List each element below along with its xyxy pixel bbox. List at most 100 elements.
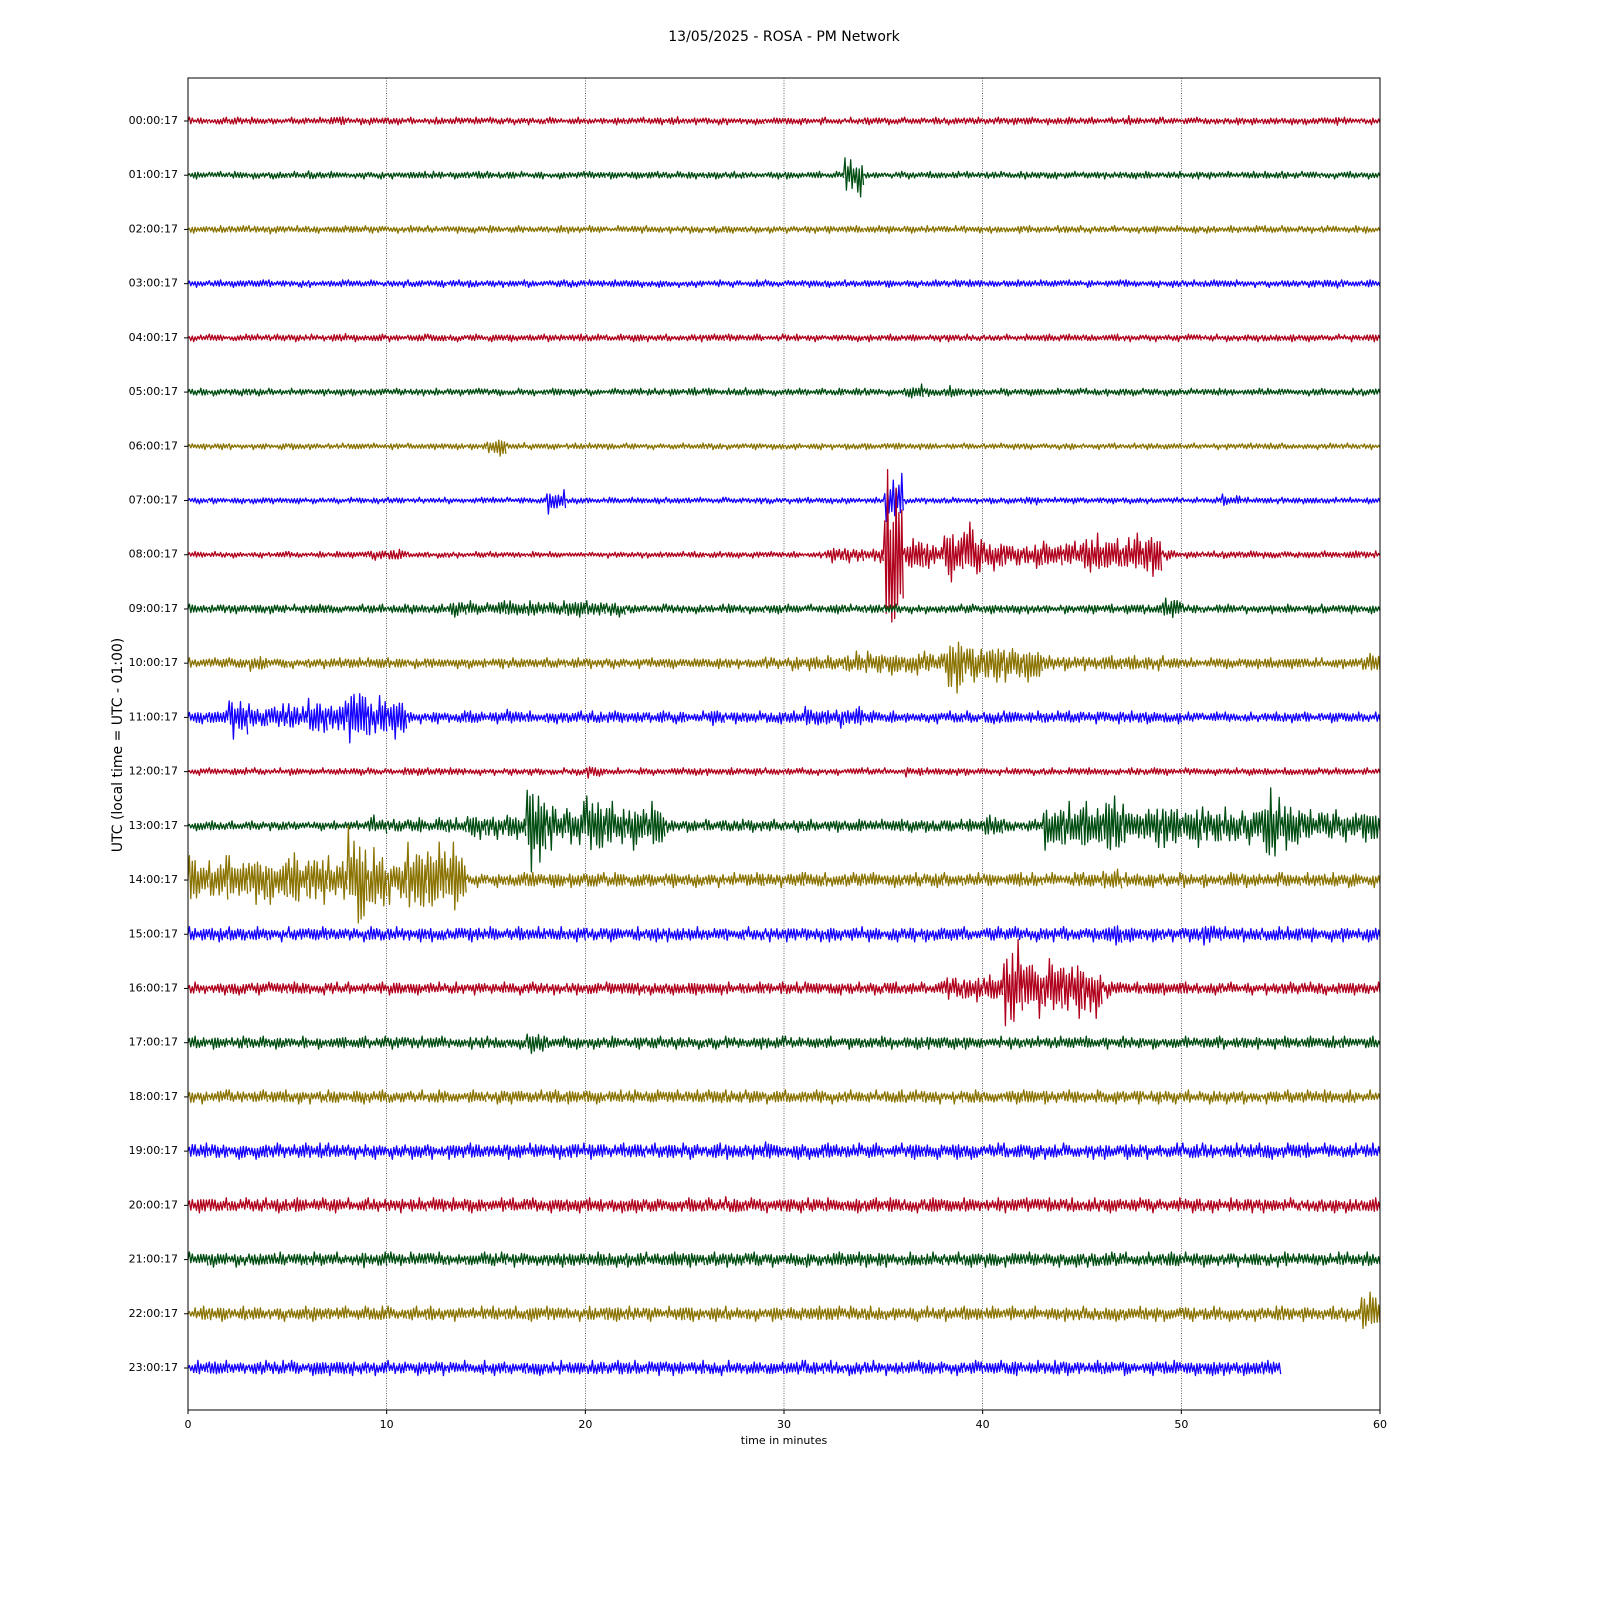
trace-segment xyxy=(445,116,467,125)
trace-segment xyxy=(1161,280,1182,289)
trace-segment xyxy=(902,927,924,943)
trace-segment xyxy=(1041,117,1063,126)
trace-segment xyxy=(1359,279,1381,288)
trace-segment xyxy=(286,1091,308,1105)
trace-segment xyxy=(823,547,845,564)
trace-segment xyxy=(1061,605,1083,615)
trace-segment xyxy=(1140,604,1163,615)
trace-segment xyxy=(624,116,646,125)
trace-segment xyxy=(326,604,348,614)
trace-segment xyxy=(187,854,209,900)
trace-segment xyxy=(425,1305,447,1321)
trace-segment xyxy=(564,1199,586,1214)
trace-segment xyxy=(1160,116,1182,125)
trace-segment xyxy=(1339,334,1361,343)
trace-segment xyxy=(1299,280,1322,289)
trace-segment xyxy=(1300,551,1322,559)
trace-segment xyxy=(922,1305,944,1320)
trace-segment xyxy=(962,497,984,505)
trace-segment xyxy=(1180,767,1202,776)
y-tick-label: 03:00:17 xyxy=(129,277,178,290)
trace-segment xyxy=(1121,710,1143,723)
trace-segment xyxy=(485,116,507,125)
trace-segment xyxy=(723,1253,745,1268)
trace-segment xyxy=(1101,1361,1123,1375)
y-tick-label: 08:00:17 xyxy=(129,548,178,561)
trace-segment xyxy=(1061,1307,1083,1323)
trace-segment xyxy=(1061,656,1083,672)
trace-segment xyxy=(902,334,924,342)
trace-segment xyxy=(803,387,825,396)
trace-segment xyxy=(425,224,447,233)
trace-segment xyxy=(743,710,765,723)
trace-segment xyxy=(465,496,487,504)
trace-segment xyxy=(743,171,765,179)
trace-segment xyxy=(247,443,269,451)
trace-segment xyxy=(1001,1037,1024,1050)
trace-segment xyxy=(187,116,209,125)
trace-segment xyxy=(604,767,626,775)
trace-segment xyxy=(346,767,368,777)
trace-segment xyxy=(1160,1090,1182,1105)
trace-segment xyxy=(425,1089,447,1103)
trace-segment xyxy=(1240,1142,1262,1158)
trace-segment xyxy=(1280,981,1302,995)
trace-segment xyxy=(1180,225,1202,234)
trace-segment xyxy=(227,224,249,233)
trace-segment xyxy=(1101,981,1123,999)
trace-segment xyxy=(1140,808,1163,849)
trace-segment xyxy=(684,768,706,777)
trace-segment xyxy=(723,658,745,670)
trace-segment xyxy=(227,280,249,289)
trace-segment xyxy=(1280,658,1302,670)
y-tick-label: 05:00:17 xyxy=(129,385,178,398)
trace-segment xyxy=(1240,982,1262,996)
trace-segment xyxy=(962,116,984,125)
trace-segment xyxy=(445,602,467,618)
trace-segment xyxy=(1260,551,1282,559)
trace-segment xyxy=(604,387,626,396)
trace-segment xyxy=(1021,388,1043,397)
trace-segment xyxy=(882,1142,904,1157)
trace-segment xyxy=(564,1142,586,1159)
trace-segment xyxy=(465,1305,487,1319)
trace-segment xyxy=(942,1144,964,1160)
trace-segment xyxy=(902,383,924,399)
trace-segment xyxy=(1200,279,1222,288)
trace-segment xyxy=(1041,540,1063,566)
trace-segment xyxy=(1041,387,1063,395)
trace-segment xyxy=(684,1307,706,1323)
trace-segment xyxy=(1160,654,1182,669)
trace-segment xyxy=(445,1253,467,1266)
trace-segment xyxy=(922,170,944,179)
trace-segment xyxy=(882,1307,904,1321)
trace-segment xyxy=(684,1359,706,1375)
trace-segment xyxy=(1041,710,1063,723)
trace-segment xyxy=(227,1145,249,1160)
trace-segment xyxy=(544,600,567,616)
trace-segment xyxy=(1220,335,1242,343)
trace-segment xyxy=(624,551,646,559)
trace-segment xyxy=(445,388,467,397)
trace-segment xyxy=(1240,810,1262,846)
trace-segment xyxy=(386,117,408,126)
trace-segment xyxy=(1220,279,1242,288)
trace-segment xyxy=(962,1253,984,1268)
trace-segment xyxy=(783,225,805,234)
trace-segment xyxy=(366,814,388,834)
trace-segment xyxy=(346,334,368,343)
trace-segment xyxy=(584,1037,606,1050)
trace-segment xyxy=(1041,927,1063,943)
y-tick-label: 01:00:17 xyxy=(129,168,178,181)
trace-segment xyxy=(1220,443,1242,451)
trace-segment xyxy=(326,116,348,126)
trace-segment xyxy=(1021,818,1043,832)
trace-segment xyxy=(545,873,567,889)
trace-segment xyxy=(286,703,308,728)
trace-segment xyxy=(604,117,626,126)
trace-segment xyxy=(982,1359,1004,1374)
trace-segment xyxy=(386,926,408,941)
trace-segment xyxy=(842,818,865,832)
trace-segment xyxy=(445,279,467,287)
trace-segment xyxy=(1061,333,1083,341)
